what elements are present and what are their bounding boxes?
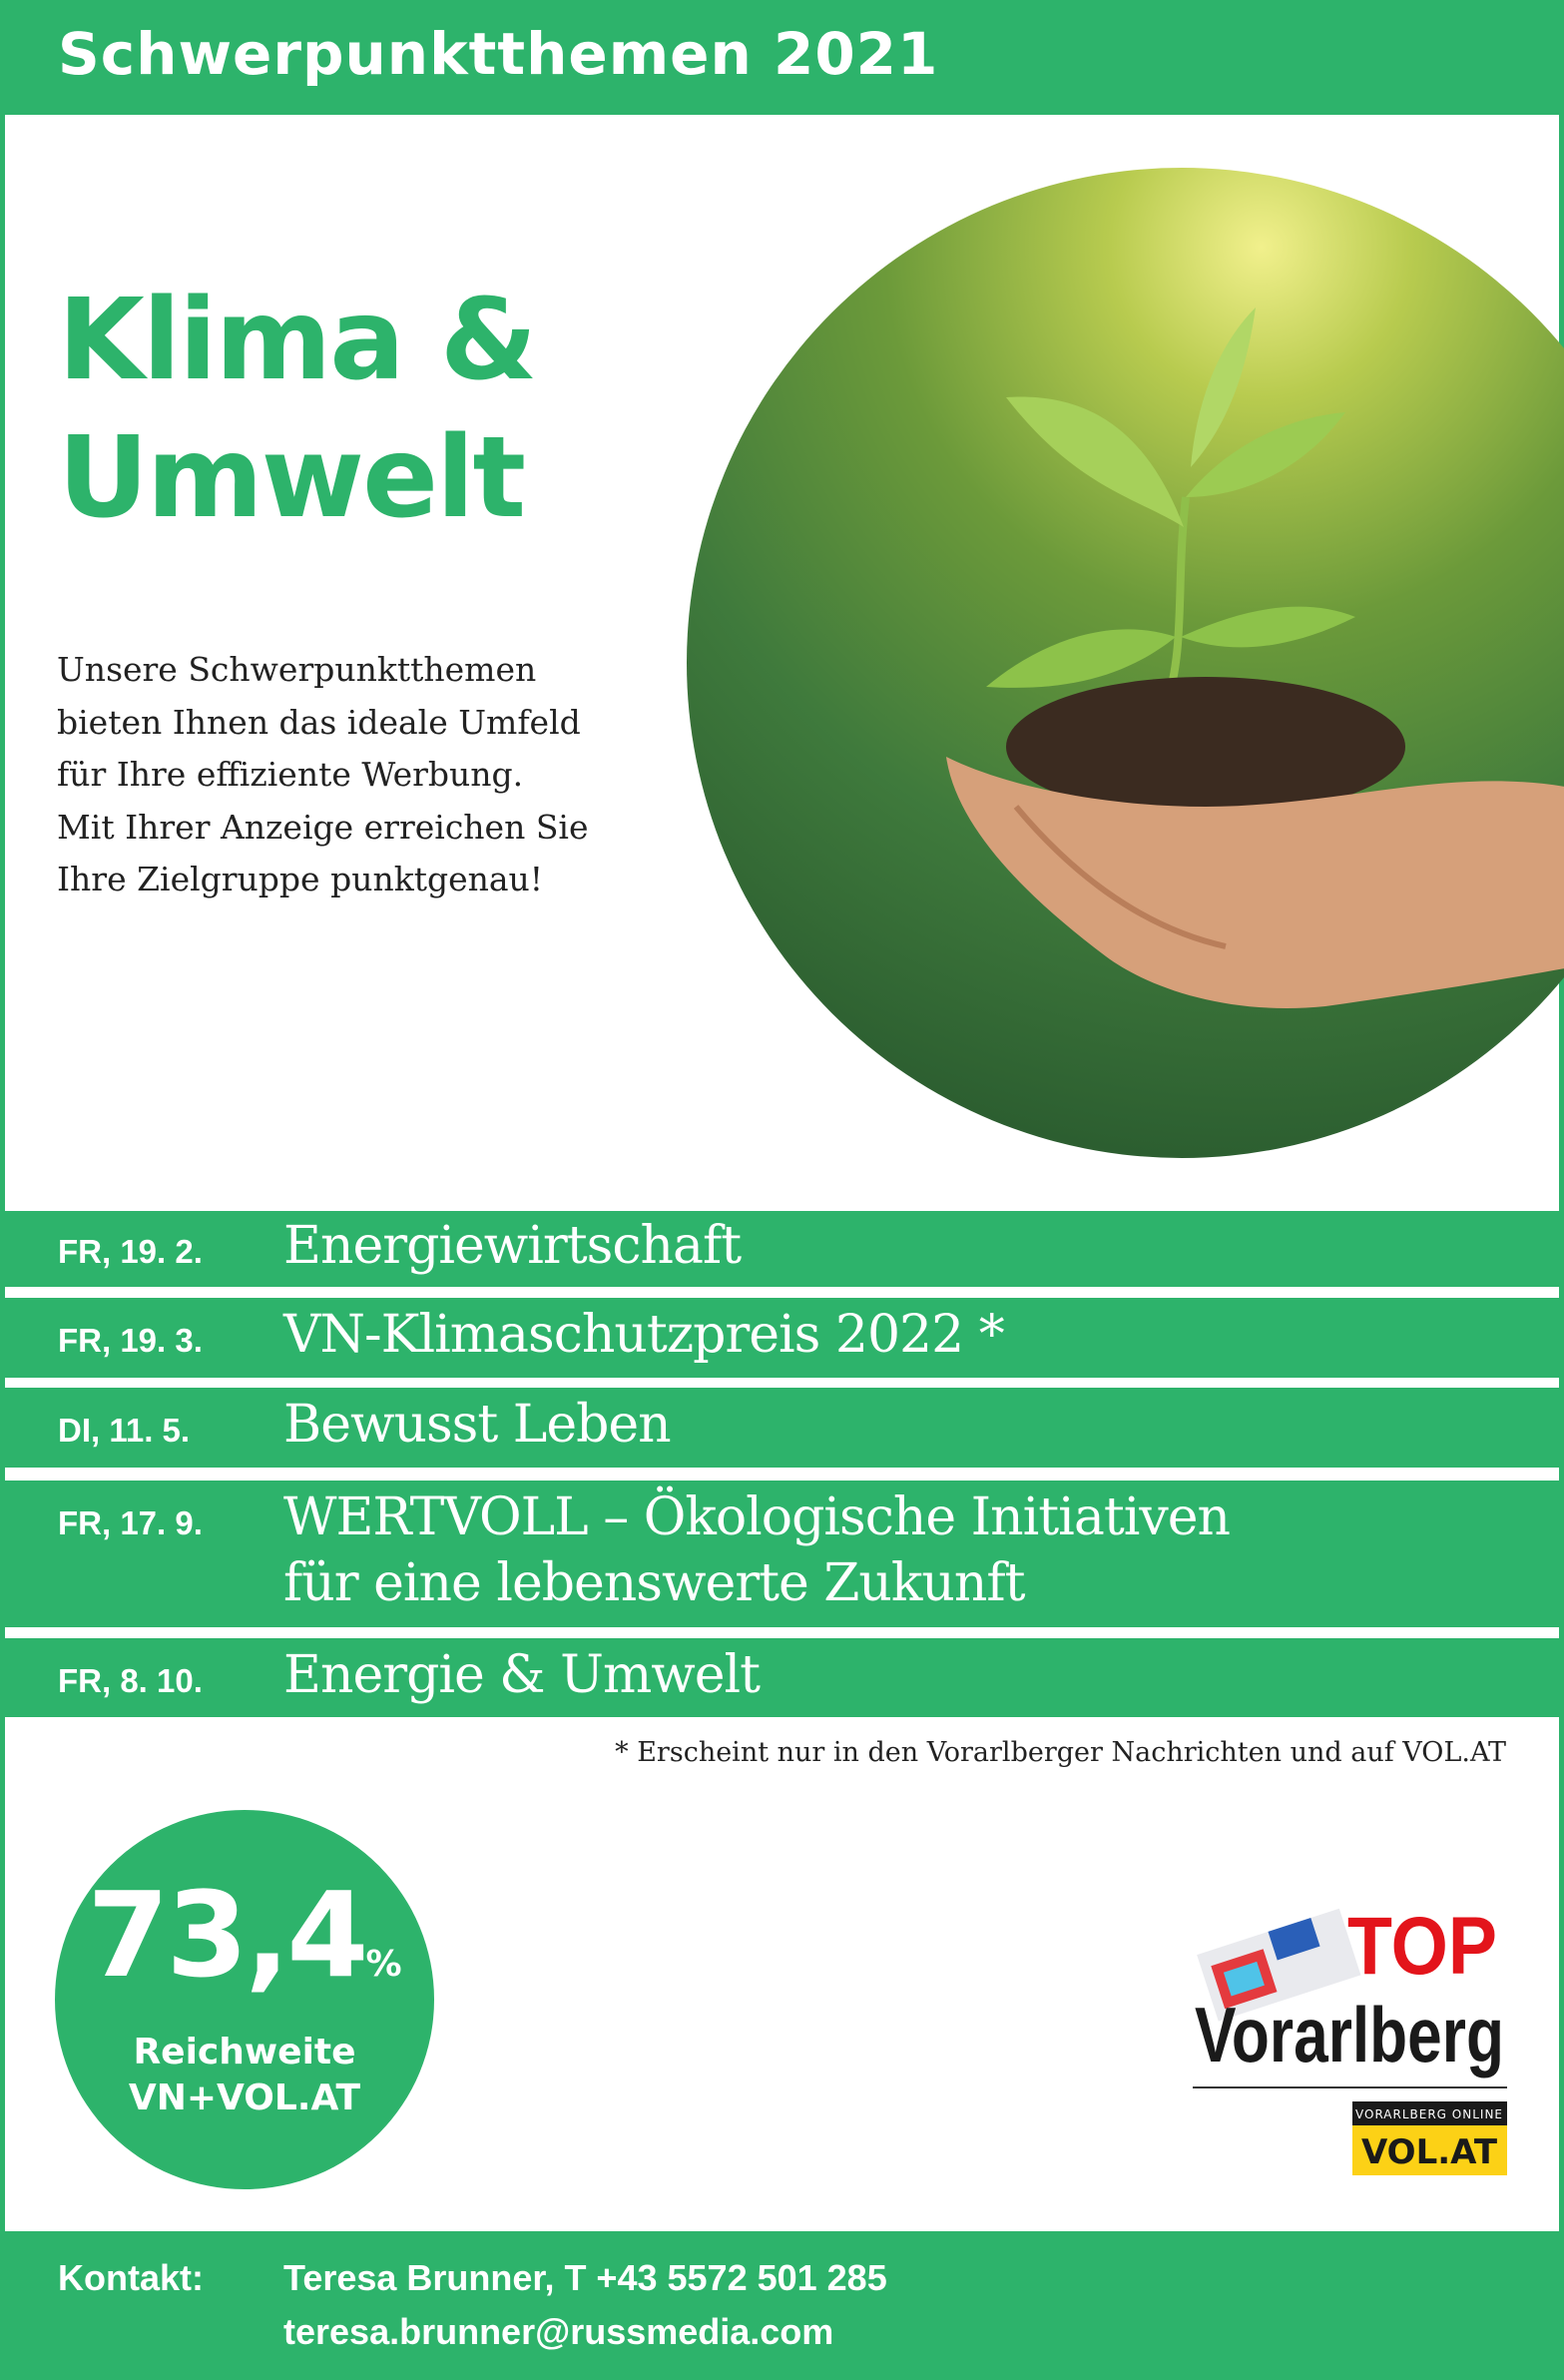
logo-online-text: VORARLBERG ONLINE: [1355, 2107, 1503, 2121]
reach-stat-circle: 73,4% Reichweite VN+VOL.AT: [55, 1810, 434, 2189]
footnote: * Erscheint nur in den Vorarlberger Nach…: [615, 1737, 1506, 1768]
contact-label: Kontakt:: [58, 2257, 204, 2298]
stat-value: 73,4: [87, 1866, 368, 2004]
topic-title: Energie & Umwelt: [283, 1645, 761, 1705]
topic-row: FR, 19. 3. VN-Klimaschutzpreis 2022 *: [0, 1298, 1564, 1378]
logo-top-text: TOP: [1347, 1902, 1497, 1992]
intro-text: Unsere Schwerpunktthemen bieten Ihnen da…: [57, 644, 681, 906]
hero-title-line2: Umwelt: [58, 413, 526, 543]
topic-title-line2: für eine lebenswerte Zukunft: [283, 1553, 1026, 1613]
intro-line: Ihre Zielgruppe punktgenau!: [57, 860, 544, 898]
topic-date: FR, 19. 2.: [58, 1233, 203, 1270]
plant-in-hands-photo: [687, 168, 1564, 1158]
stat-label: Reichweite: [133, 2032, 356, 2073]
header-bar: Schwerpunktthemen 2021: [0, 0, 1564, 115]
hero-title-line1: Klima &: [58, 276, 538, 405]
intro-line: Unsere Schwerpunktthemen: [57, 650, 537, 689]
topic-date: FR, 17. 9.: [58, 1504, 203, 1541]
topic-title: Bewusst Leben: [283, 1395, 672, 1455]
contact-footer: Kontakt: Teresa Brunner, T +43 5572 501 …: [0, 2231, 1564, 2380]
topic-title: VN-Klimaschutzpreis 2022 *: [283, 1305, 1005, 1365]
stat-unit: %: [365, 1944, 402, 1985]
intro-line: Mit Ihrer Anzeige erreichen Sie: [57, 807, 589, 847]
topic-row: FR, 17. 9. WERTVOLL – Ökologische Initia…: [0, 1481, 1564, 1627]
hero-title: Klima & Umwelt: [58, 272, 538, 547]
intro-line: für Ihre effiziente Werbung.: [57, 755, 524, 794]
contact-email[interactable]: teresa.brunner@russmedia.com: [283, 2311, 834, 2352]
topic-row: DI, 11. 5. Bewusst Leben: [0, 1388, 1564, 1468]
contact-name-phone: Teresa Brunner, T +43 5572 501 285: [283, 2257, 887, 2298]
topic-date: DI, 11. 5.: [58, 1412, 191, 1449]
header-title: Schwerpunktthemen 2021: [58, 20, 939, 88]
logo-site-text: VOL.AT: [1361, 2132, 1498, 2172]
topic-title: Energiewirtschaft: [283, 1216, 742, 1276]
stat-sublabel: VN+VOL.AT: [128, 2078, 361, 2118]
topic-date: FR, 19. 3.: [58, 1322, 203, 1359]
intro-line: bieten Ihnen das ideale Umfeld: [57, 702, 581, 742]
topic-date: FR, 8. 10.: [58, 1662, 203, 1699]
logo-region-text: Vorarlberg: [1195, 1991, 1504, 2079]
top-vorarlberg-logo: TOP Vorarlberg VORARLBERG ONLINE VOL.AT: [1193, 1901, 1512, 2181]
topic-row: FR, 8. 10. Energie & Umwelt: [0, 1638, 1564, 1717]
topic-row: FR, 19. 2. Energiewirtschaft: [0, 1211, 1564, 1287]
topic-title: WERTVOLL – Ökologische Initiativen: [283, 1488, 1231, 1547]
